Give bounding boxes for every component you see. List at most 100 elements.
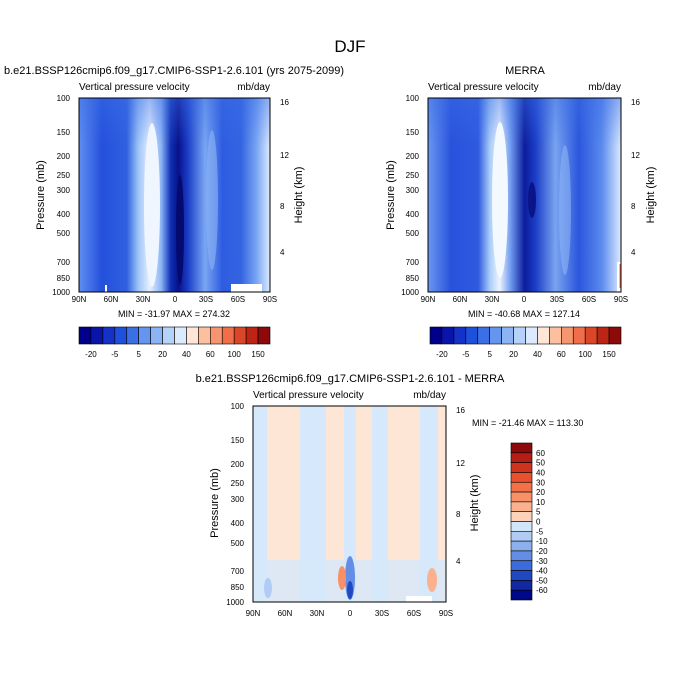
y-axis-right-label: Height (km) <box>469 475 481 532</box>
field-positive-patch <box>338 566 346 590</box>
colorbar-swatch <box>510 472 533 483</box>
field-top-shade <box>428 98 621 292</box>
y-tick-label: 150 <box>406 128 420 137</box>
colorbar-label: -20 <box>536 547 548 556</box>
y-tick-label: 500 <box>406 229 420 238</box>
colorbar-swatch <box>537 326 550 345</box>
colorbar-swatch <box>198 326 211 345</box>
colorbar-swatch <box>510 481 533 493</box>
colorbar-label: 150 <box>251 350 265 359</box>
colorbar-label: -10 <box>536 537 548 546</box>
panel-subtitle-right: mb/day <box>413 390 446 401</box>
field-positive-patch <box>427 568 437 592</box>
x-tick-label: 90S <box>614 295 628 304</box>
y-axis-right-label: Height (km) <box>645 167 657 224</box>
colorbar-label: 60 <box>206 350 215 359</box>
y-tick-label: 150 <box>231 436 245 445</box>
colorbar-swatch <box>441 326 455 345</box>
panel-merra: MERRA Vertical pressure velocity mb/day … <box>385 65 657 359</box>
colorbar-swatch <box>245 326 259 345</box>
colorbar-swatch <box>90 326 104 345</box>
y-axis-label: Pressure (mb) <box>209 468 221 538</box>
colorbar-swatch <box>510 550 533 562</box>
colorbar-label: -5 <box>462 350 470 359</box>
y-ticks: 100 150 200 250 300 400 500 700 850 1000 <box>52 94 70 297</box>
x-tick-label: 60N <box>453 295 468 304</box>
colorbar-label: 40 <box>182 350 191 359</box>
y-tick-label: 250 <box>57 171 71 180</box>
y-tick-label: 700 <box>231 567 245 576</box>
y-tick-label: 850 <box>406 274 420 283</box>
y-right-tick-label: 12 <box>631 151 640 160</box>
field-band <box>344 406 356 602</box>
colorbar-swatch <box>510 570 533 581</box>
colorbar-swatch <box>608 326 622 345</box>
y-right-ticks: 16 12 8 4 <box>280 98 289 257</box>
colorbar-swatch <box>561 326 574 345</box>
colorbar-swatch <box>126 326 139 345</box>
panel-title: MERRA <box>505 65 545 77</box>
y-tick-label: 400 <box>57 210 71 219</box>
colorbar-label: -60 <box>536 586 548 595</box>
panel-subtitle-right: mb/day <box>237 82 270 93</box>
panel-title: b.e21.BSSP126cmip6.f09_g17.CMIP6-SSP1-2.… <box>196 373 505 385</box>
x-ticks: 90N 60N 30N 0 30S 60S 90S <box>246 609 453 618</box>
y-right-tick-label: 16 <box>280 98 289 107</box>
x-tick-label: 60N <box>104 295 119 304</box>
colorbar-label: 20 <box>509 350 518 359</box>
y-tick-label: 850 <box>57 274 71 283</box>
page-title: DJF <box>334 37 365 56</box>
colorbar-label: -20 <box>436 350 448 359</box>
panel-subtitle-left: Vertical pressure velocity <box>253 390 364 401</box>
y-tick-label: 850 <box>231 583 245 592</box>
field-dark-core <box>176 175 184 285</box>
y-right-tick-label: 4 <box>456 557 461 566</box>
colorbar-label: 20 <box>536 488 545 497</box>
colorbar-label: 60 <box>536 449 545 458</box>
plot-field <box>428 98 621 292</box>
colorbar-label: -20 <box>85 350 97 359</box>
y-tick-label: 500 <box>231 539 245 548</box>
colorbar-swatch <box>465 326 479 345</box>
x-tick-label: 30N <box>136 295 151 304</box>
y-tick-label: 250 <box>406 171 420 180</box>
y-axis-label: Pressure (mb) <box>35 160 47 230</box>
y-axis-label: Pressure (mb) <box>385 160 397 230</box>
y-right-tick-label: 8 <box>280 202 285 211</box>
field-light-core <box>144 123 160 287</box>
stats-label: MIN = -40.68 MAX = 127.14 <box>468 309 580 319</box>
plot-field <box>253 406 446 602</box>
colorbar-swatch <box>572 326 586 345</box>
y-axis-right-label: Height (km) <box>293 167 305 224</box>
colorbar-swatch <box>510 540 533 552</box>
colorbar-swatch <box>510 442 533 454</box>
field-white-patch <box>105 285 107 292</box>
colorbar-swatch <box>596 326 610 345</box>
field-negative-patch <box>347 581 353 599</box>
x-tick-label: 30N <box>485 295 500 304</box>
y-tick-label: 100 <box>406 94 420 103</box>
colorbar-swatch <box>429 326 443 345</box>
colorbar-swatch <box>510 560 533 571</box>
colorbar-swatch <box>102 326 116 345</box>
colorbar-swatch <box>150 326 163 345</box>
field-band <box>253 406 267 602</box>
y-ticks: 100 150 200 250 300 400 500 700 850 1000 <box>226 402 244 607</box>
colorbar-swatch <box>501 326 514 345</box>
x-tick-label: 0 <box>173 295 178 304</box>
y-right-ticks: 16 12 8 4 <box>456 406 465 566</box>
y-tick-label: 400 <box>406 210 420 219</box>
y-tick-label: 700 <box>57 258 71 267</box>
colorbar-swatch <box>186 326 199 345</box>
colorbar-label: 50 <box>536 459 545 468</box>
colorbar-swatch <box>162 326 175 345</box>
colorbar-swatch <box>513 326 526 345</box>
colorbar-swatch <box>453 326 467 345</box>
y-tick-label: 300 <box>57 186 71 195</box>
x-tick-label: 90S <box>439 609 453 618</box>
stats-label: MIN = -31.97 MAX = 274.32 <box>118 309 230 319</box>
x-tick-label: 0 <box>522 295 527 304</box>
colorbar-label: 40 <box>533 350 542 359</box>
colorbar-swatch <box>489 326 502 345</box>
